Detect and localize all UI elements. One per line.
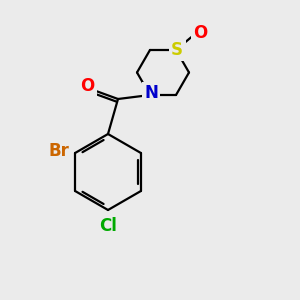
Text: S: S <box>171 41 183 59</box>
Text: O: O <box>193 24 207 42</box>
Text: Cl: Cl <box>99 217 117 235</box>
Text: Br: Br <box>49 142 70 160</box>
Text: N: N <box>144 84 158 102</box>
Text: O: O <box>80 77 94 95</box>
